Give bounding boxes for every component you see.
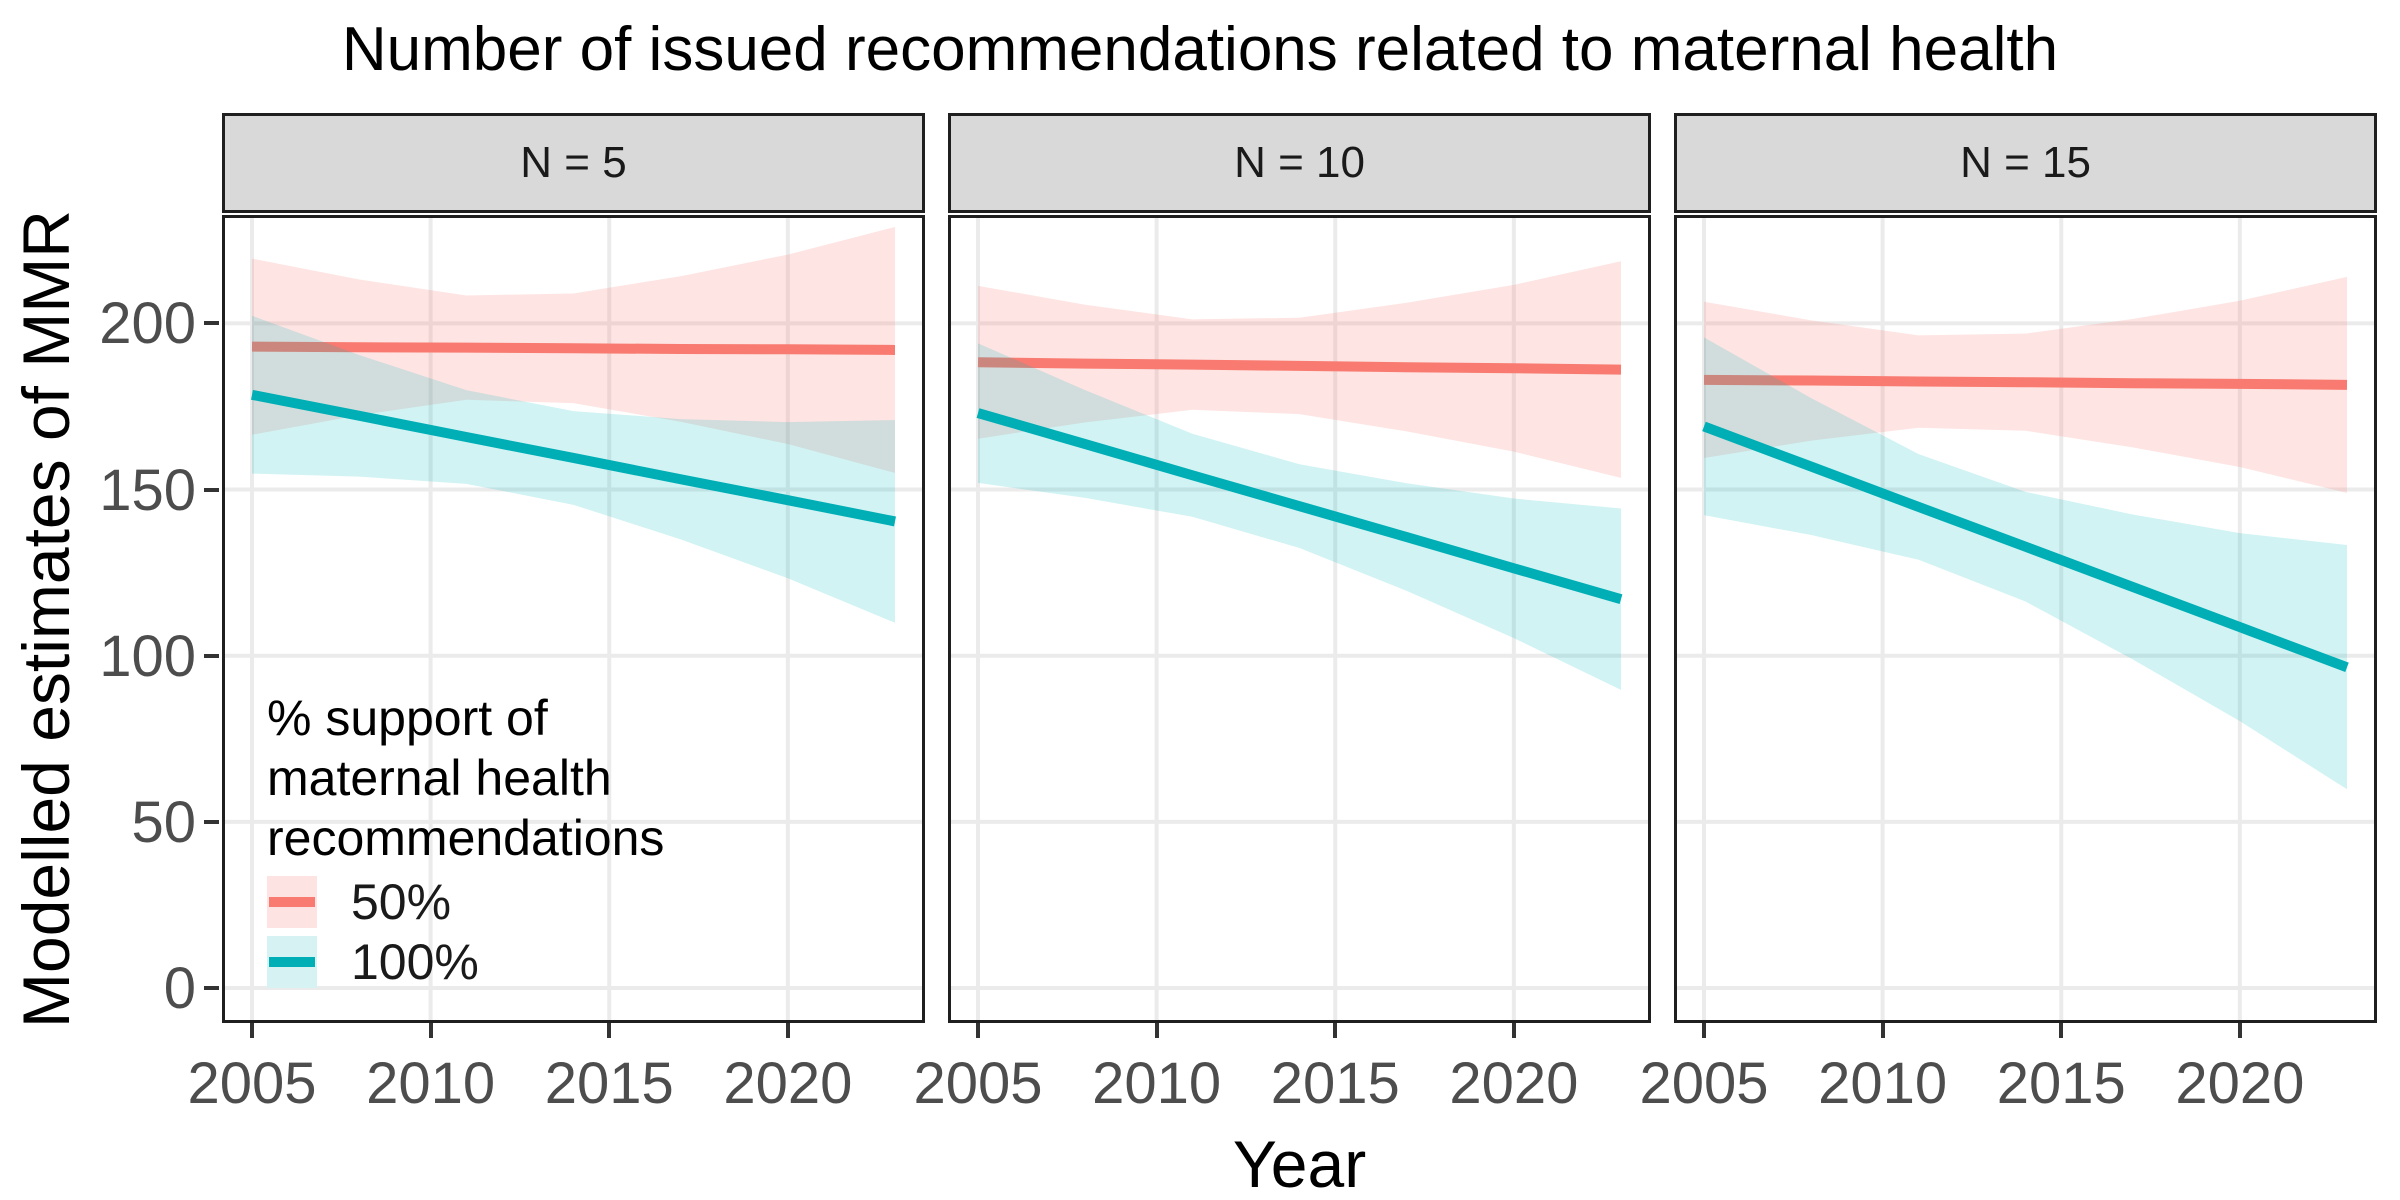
y-tick-label: 50 [131,789,196,855]
facet-strip-label: N = 10 [1234,138,1365,187]
x-tick-label: 2010 [1092,1051,1222,1116]
legend-key-50-line-icon [269,897,315,907]
x-tick-mark [2059,1023,2064,1038]
trend-line-100% [1702,421,2349,673]
trend-line-50% [251,341,896,355]
legend-label: 100% [351,934,479,990]
facet-strip-label: N = 15 [1960,138,2091,187]
x-tick-label: 2020 [723,1051,853,1116]
x-tick-label: 2005 [913,1051,1043,1116]
y-tick-label: 0 [163,956,196,1021]
y-tick-mark [204,819,219,824]
panel-border [1674,215,2377,1023]
legend-entry-100: 100% [267,934,727,990]
legend-label: 50% [351,874,452,930]
x-tick-mark [607,1023,612,1038]
x-tick-label: 2010 [366,1051,496,1116]
trend-line-50% [1703,374,2348,390]
x-tick-mark [250,1023,254,1038]
x-tick-label: 2005 [1639,1051,1769,1116]
confidence-ribbon-100% [978,343,1621,690]
legend-key-100-line-icon [269,957,315,967]
legend: % support of maternal health recommendat… [267,688,727,990]
facet-strip-n10: N = 10 [948,113,1651,213]
x-axis-title: Year [1232,1127,1367,1200]
plot-panel-2 [948,215,1651,1023]
x-tick-mark [1702,1023,1706,1038]
y-tick-mark [204,653,219,658]
facet-strip-n15: N = 15 [1674,113,2377,213]
legend-title-line: maternal health [267,750,612,806]
y-tick-mark [204,321,219,326]
plot-panel-3 [1674,215,2377,1023]
confidence-ribbon-100% [252,315,895,623]
y-axis-title: Modelled estimates of MMR [9,210,83,1028]
x-tick-mark [2237,1023,2242,1038]
x-tick-label: 2010 [1818,1051,1948,1116]
legend-key-50-swatch [267,876,317,928]
facet-strip-n5: N = 5 [222,113,925,213]
trend-line-100% [976,408,1623,605]
y-tick-label: 150 [99,457,196,523]
x-tick-mark [1154,1023,1159,1038]
x-tick-label: 2020 [1449,1051,1579,1116]
x-tick-label: 2005 [187,1051,317,1116]
y-tick-mark [204,986,219,990]
y-tick-label: 100 [99,623,196,689]
x-tick-label: 2020 [2175,1051,2305,1116]
x-tick-mark [1880,1023,1885,1038]
x-tick-label: 2015 [1270,1051,1400,1116]
legend-title: % support of maternal health recommendat… [267,688,727,868]
trend-line-50% [977,357,1622,375]
confidence-ribbon-100% [1704,337,2347,790]
x-tick-mark [428,1023,433,1038]
legend-title-line: % support of [267,690,548,746]
legend-entry-50: 50% [267,874,727,930]
trend-line-100% [251,389,896,527]
chart-title: Number of issued recommendations related… [341,15,2059,84]
plot-panel-1 [222,215,925,1023]
x-tick-label: 2015 [1996,1051,2126,1116]
y-tick-mark [204,487,219,492]
x-tick-mark [785,1023,790,1038]
panel-border [222,215,925,1023]
x-tick-mark [1333,1023,1338,1038]
legend-title-line: recommendations [267,810,665,866]
legend-key-100-swatch [267,936,317,988]
panel-border [948,215,1651,1023]
y-tick-label: 200 [99,291,196,357]
x-tick-mark [1511,1023,1516,1038]
x-tick-mark [976,1023,980,1038]
x-tick-label: 2015 [544,1051,674,1116]
facet-strip-label: N = 5 [520,138,627,187]
